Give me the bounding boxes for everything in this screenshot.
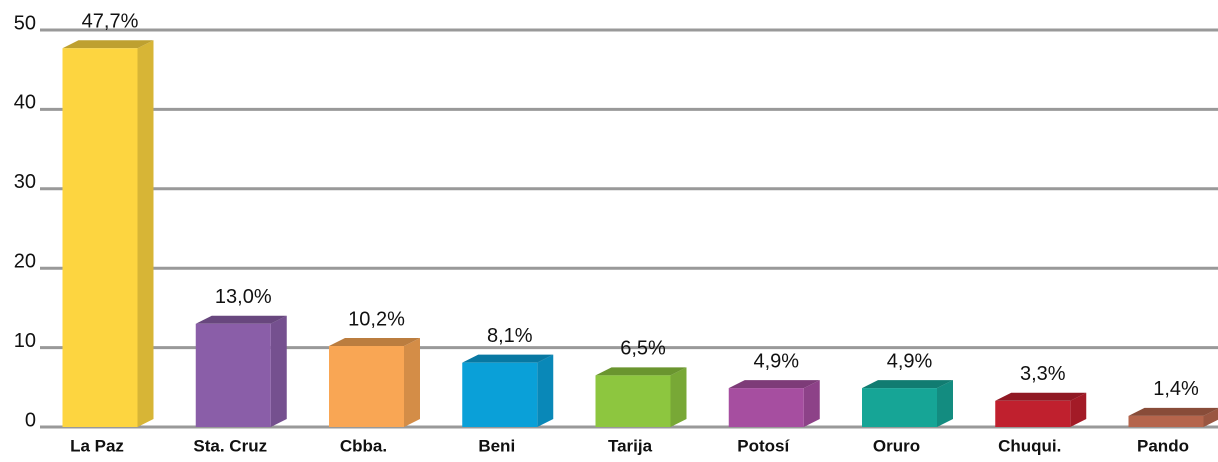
bar-top	[728, 380, 820, 389]
x-tick-label: Cbba.	[340, 436, 387, 455]
value-label: 13,0%	[215, 286, 272, 308]
bar	[62, 40, 154, 428]
value-label: 8,1%	[487, 325, 533, 347]
x-tick-label: Sta. Cruz	[193, 436, 267, 455]
bar	[995, 392, 1087, 427]
bar	[462, 354, 554, 427]
x-tick-label: Tarija	[608, 436, 653, 455]
value-label: 6,5%	[620, 338, 666, 360]
value-label: 3,3%	[1020, 363, 1066, 385]
bar-top	[862, 380, 953, 389]
bar-side	[404, 338, 420, 427]
bar-front	[728, 388, 804, 427]
x-tick-label: La Paz	[70, 436, 124, 455]
bar	[329, 338, 420, 427]
bar-front	[862, 388, 937, 427]
bar-front	[62, 48, 138, 428]
x-tick-label: Chuqui.	[998, 436, 1061, 455]
bar-top	[462, 354, 554, 363]
y-tick-label: 10	[14, 330, 36, 352]
bar-side	[137, 40, 154, 428]
bar-top	[595, 367, 687, 376]
y-tick-label: 30	[14, 171, 36, 193]
bar-front	[995, 400, 1071, 427]
bar-top	[1128, 407, 1218, 416]
bar-side	[1070, 392, 1087, 427]
x-tick-label: Beni	[478, 436, 515, 455]
bar	[1128, 407, 1218, 427]
bar-side	[270, 315, 287, 427]
value-label: 47,7%	[82, 11, 139, 33]
value-label: 4,9%	[753, 350, 799, 372]
bar-front	[329, 346, 404, 427]
bar-front	[1128, 415, 1204, 427]
x-tick-label: Potosí	[737, 436, 790, 455]
bar-side	[803, 380, 820, 427]
bar	[862, 380, 953, 427]
bar-front	[195, 323, 271, 427]
y-tick-label: 50	[14, 12, 36, 34]
bar-top	[195, 315, 287, 324]
value-label: 1,4%	[1153, 378, 1199, 400]
x-tick-label: Oruro	[873, 436, 920, 455]
y-tick-label: 0	[25, 409, 36, 431]
bar-top	[329, 338, 420, 347]
bar	[728, 380, 820, 427]
bar-side	[1203, 408, 1218, 427]
bar-top	[995, 392, 1087, 401]
x-tick-label: Pando	[1137, 436, 1189, 455]
bar	[195, 315, 287, 427]
bar-top	[62, 40, 154, 49]
value-label: 4,9%	[887, 350, 933, 372]
y-tick-label: 20	[14, 250, 36, 272]
value-label: 10,2%	[348, 308, 405, 330]
bar-side	[537, 354, 554, 427]
bar	[595, 367, 687, 427]
bar-front	[462, 362, 538, 427]
bar-side	[937, 380, 953, 427]
bar-side	[670, 367, 687, 427]
bar-front	[595, 375, 671, 427]
y-tick-label: 40	[14, 92, 36, 114]
